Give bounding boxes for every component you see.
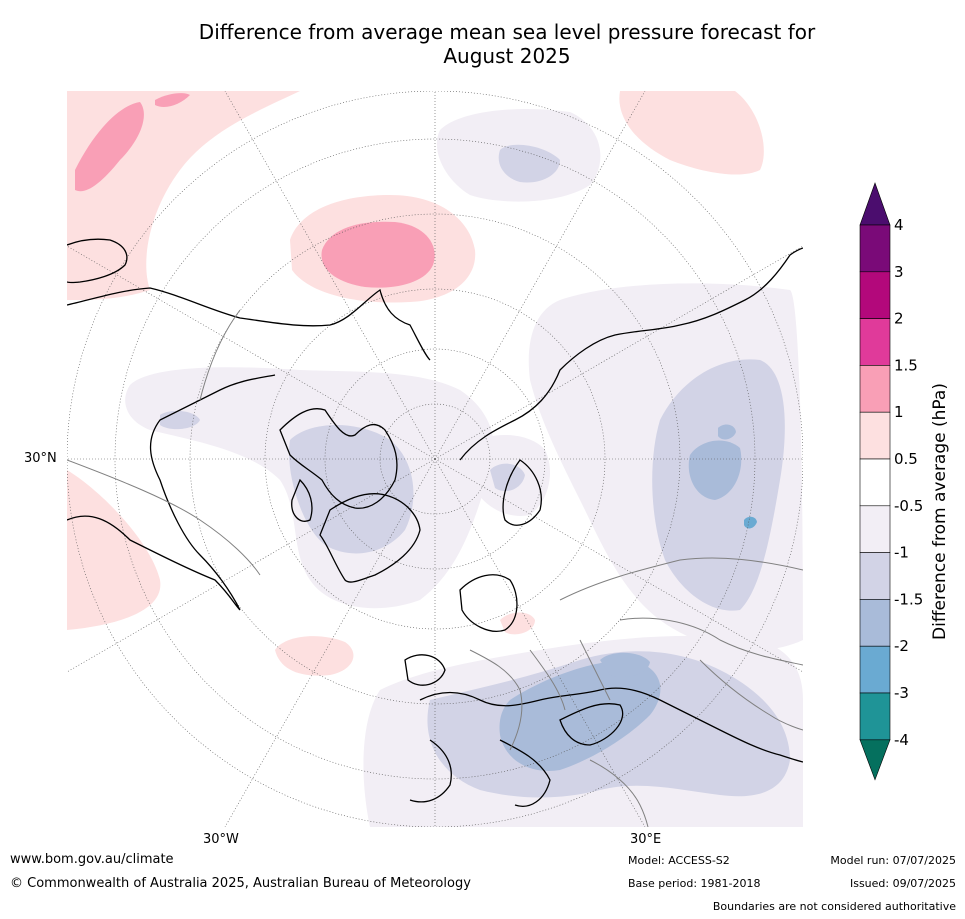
- pink-region-west-edge: [67, 470, 161, 630]
- meridian-120w: [67, 245, 436, 460]
- blue-core-turkey: [600, 652, 650, 677]
- meridian-60w: [67, 458, 436, 673]
- colorbar-tick-label: 4: [894, 216, 904, 234]
- border-canada-usa: [67, 459, 261, 576]
- footer-base-period: Base period: 1981-2018: [628, 877, 761, 890]
- lat-circle-60: [264, 288, 606, 630]
- colorbar-segment: [859, 224, 891, 273]
- footer-model-run: Model run: 07/07/2025: [830, 854, 956, 867]
- colorbar-extend-bottom: [859, 739, 891, 781]
- meridian-120e: [434, 245, 803, 460]
- blue-core-siberia-2: [718, 424, 736, 440]
- coastline-arctic-archipelago: [279, 408, 398, 522]
- pink-region-north-pacific-core: [75, 102, 144, 192]
- pink-region-baltic: [500, 612, 535, 635]
- lat-circle-70: [324, 348, 546, 570]
- colorbar-extend-top: [859, 182, 891, 226]
- footer-disclaimer: Boundaries are not considered authoritat…: [712, 900, 956, 913]
- colorbar-segment: [859, 365, 891, 413]
- coastline-eurasia: [404, 247, 803, 807]
- positive-anomaly-regions: [67, 91, 764, 676]
- meridian-60e: [434, 458, 803, 673]
- lavender-core-greenland: [289, 425, 414, 554]
- lavender-core-north: [498, 144, 560, 183]
- colorbar: 4 3 2 1.5 1 0.5 -0.5 -1 -1.5 -2 -3 -4: [859, 182, 923, 781]
- map-title: Difference from average mean sea level p…: [0, 20, 965, 68]
- lat-label-30n: 30°N: [24, 451, 57, 466]
- footer-copyright: © Commonwealth of Australia 2025, Austra…: [10, 876, 471, 891]
- pink-region-arctic-high-core: [321, 221, 435, 288]
- blue-core-siberia: [688, 440, 742, 500]
- colorbar-tick-label: -1: [894, 544, 909, 562]
- colorbar-segment: [859, 411, 891, 460]
- coastline-greenland: [319, 493, 421, 583]
- coastlines: [67, 238, 803, 807]
- pink-region-northeast: [619, 91, 764, 175]
- colorbar-tick-label: -3: [894, 684, 909, 702]
- colorbar-tick-label: 2: [894, 310, 904, 328]
- colorbar-segment: [859, 645, 891, 694]
- blue-strong-lake: [744, 516, 757, 529]
- colorbar-tick-label: 1.5: [894, 356, 918, 374]
- border-middle-east: [589, 759, 649, 827]
- border-alaska: [199, 309, 241, 401]
- lavender-core-scandinavia: [490, 463, 525, 492]
- colorbar-segment: [859, 505, 891, 553]
- colorbar-segment: [859, 271, 891, 319]
- colorbar-tick-label: -0.5: [894, 497, 923, 515]
- colorbar-segments: [859, 182, 891, 781]
- pink-region-atlantic: [275, 636, 354, 676]
- colorbar-tick-label: -2: [894, 637, 909, 655]
- lat-circle-50: [189, 213, 681, 705]
- coastline-alaska: [67, 238, 128, 284]
- lat-circle-40: [114, 138, 756, 780]
- colorbar-title: Difference from average (hPa): [930, 383, 950, 640]
- colorbar-ticks: 4 3 2 1.5 1 0.5 -0.5 -1 -1.5 -2 -3 -4: [894, 216, 923, 749]
- border-kazakhstan: [619, 617, 803, 666]
- colorbar-segment: [859, 318, 891, 366]
- footer-model: Model: ACCESS-S2: [628, 854, 730, 867]
- colorbar-segment: [859, 458, 891, 507]
- border-europe-3: [579, 639, 611, 701]
- map-title-line-1: Difference from average mean sea level p…: [198, 20, 816, 44]
- lon-label-30e: 30°E: [630, 832, 662, 847]
- colorbar-tick-label: -1.5: [894, 590, 923, 608]
- border-europe-1: [469, 649, 523, 751]
- border-china: [699, 659, 803, 731]
- colorbar-segment: [859, 692, 891, 741]
- footer-issued: Issued: 09/07/2025: [849, 877, 956, 890]
- map-title-line-2: August 2025: [443, 44, 571, 68]
- colorbar-tick-label: 3: [894, 263, 904, 281]
- colorbar-tick-label: 1: [894, 403, 904, 421]
- footer-url[interactable]: www.bom.gov.au/climate: [10, 852, 174, 867]
- colorbar-segment: [859, 552, 891, 600]
- pink-region-pacific-edge: [155, 93, 190, 107]
- lon-label-30w: 30°W: [203, 832, 239, 847]
- border-europe-2: [529, 649, 566, 711]
- colorbar-tick-label: -4: [894, 731, 909, 749]
- country-borders: [67, 309, 803, 827]
- colorbar-segment: [859, 599, 891, 647]
- border-russia-south: [559, 557, 803, 601]
- graticule: [67, 91, 803, 827]
- colorbar-tick-label: 0.5: [894, 450, 918, 468]
- coastline-north-america: [67, 287, 431, 611]
